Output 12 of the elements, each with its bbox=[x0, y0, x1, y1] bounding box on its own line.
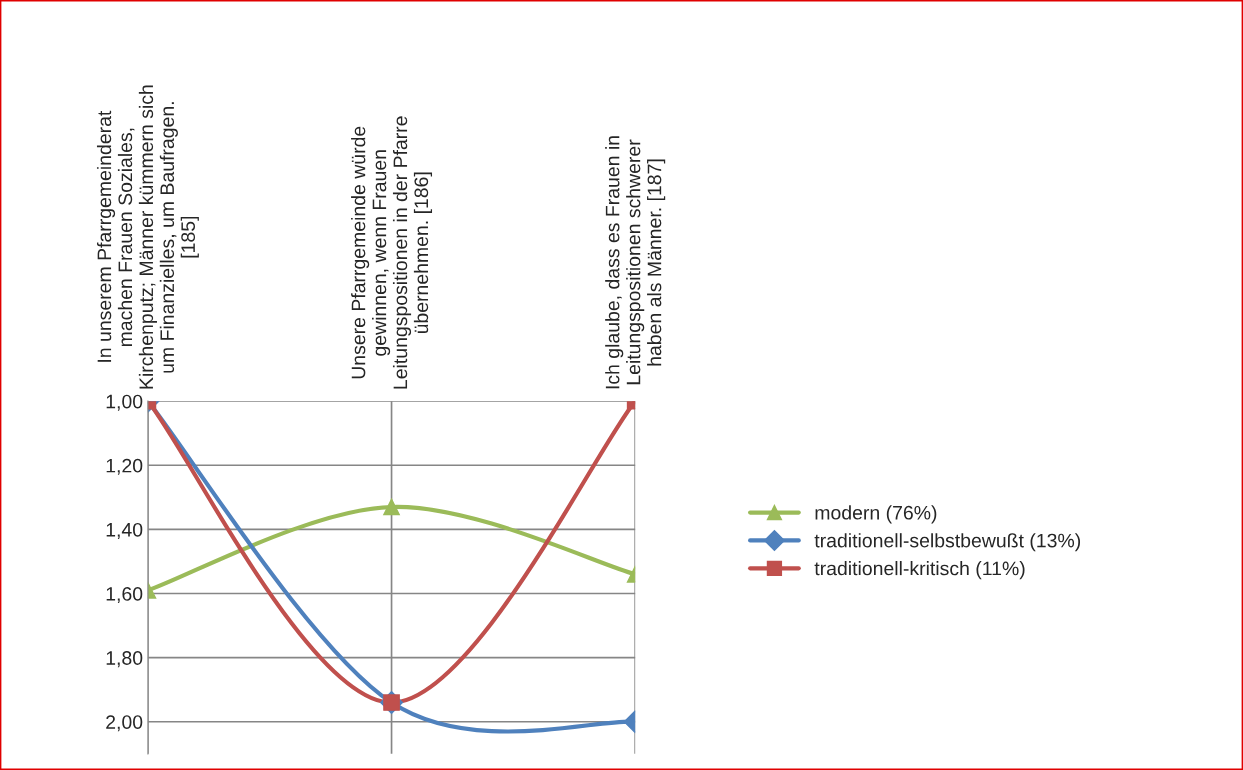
y-tick-label: 2,00 bbox=[106, 715, 143, 732]
y-tick-label: 1,60 bbox=[106, 587, 143, 604]
legend-label: modern (76%) bbox=[815, 505, 937, 524]
legend-label: traditionell-kritisch (11%) bbox=[814, 561, 1025, 580]
x-tick-label: In unserem Pfarrgemeinderat machen Frauen Soziales, Kirchenputz; Männer kümmern sich um Finanzielles, um Baufragen. [185] bbox=[96, 85, 199, 389]
y-tick-label: 1,80 bbox=[106, 651, 143, 668]
y-tick-label: 1,00 bbox=[106, 394, 143, 411]
x-tick-label: Ich glaube, dass es Frauen in Leitungspositionen schwerer haben als Männer. [187] bbox=[605, 136, 666, 389]
x-tick-label: Unsere Pfarrgemeinde würde gewinnen, wenn Frauen Leitungspositionen in der Pfarre übernehmen. [186] bbox=[351, 116, 433, 389]
legend-label: traditionell-selbstbewußt (13%) bbox=[814, 533, 1081, 552]
y-tick-label: 1,20 bbox=[106, 458, 143, 475]
y-tick-label: 1,40 bbox=[106, 522, 143, 539]
